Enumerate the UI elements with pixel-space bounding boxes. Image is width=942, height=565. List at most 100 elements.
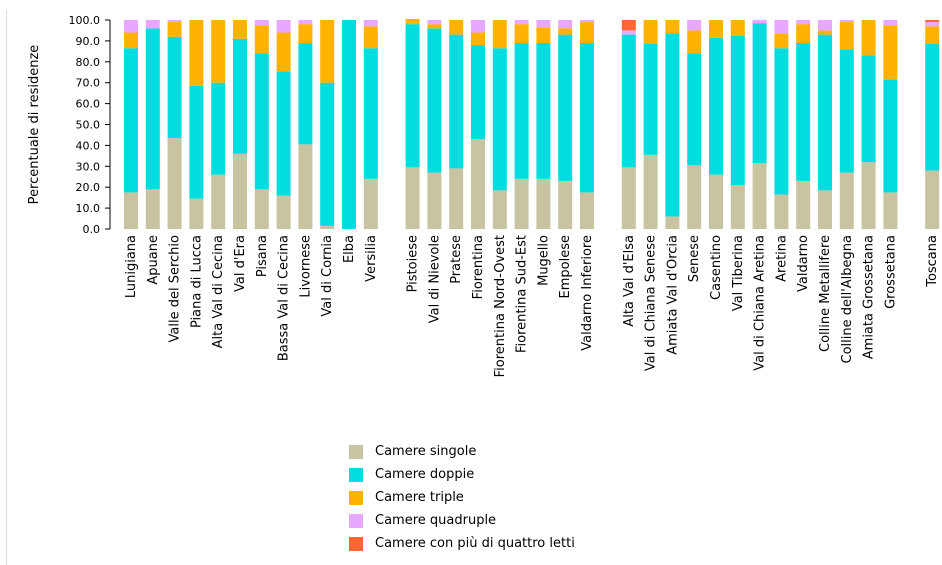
y-tick-labels: 0.0 10.0 20.0 30.0 40.0 50.0 60.0 70.0 80.0 90.0 1… [69, 14, 110, 236]
bar-segment [621, 167, 636, 229]
bar-stack [665, 20, 680, 229]
bar-stack [536, 20, 551, 229]
bar-segment [839, 22, 854, 50]
bar-segment [839, 49, 854, 173]
bar-stack [449, 20, 464, 229]
bar-segment [621, 30, 636, 35]
bar-segment [709, 174, 723, 229]
legend-item: Camere triple [349, 486, 603, 509]
bar-segment [298, 144, 313, 229]
bar-stack [752, 20, 767, 229]
bar-segment [643, 20, 658, 45]
bar-segment [124, 48, 138, 193]
bar-segment [427, 172, 442, 229]
bar-segment [145, 28, 160, 190]
x-tick-label: Apuane [146, 235, 161, 285]
bar-stack [124, 20, 138, 229]
bar-segment [580, 192, 594, 229]
bar-stack [861, 20, 876, 229]
bar-segment [298, 42, 313, 145]
bar-stack [211, 20, 226, 229]
bar-segment [514, 178, 529, 229]
bar-segment [298, 24, 313, 43]
frame-left [6, 10, 7, 565]
x-tick-label: Alta Val d'Elsa [622, 235, 637, 327]
bar-segment [145, 20, 160, 29]
legend-item: Camere quadruple [349, 509, 603, 532]
bar-segment [558, 34, 573, 181]
bar-segment [320, 225, 335, 229]
y-tick-label: 50.0 [76, 119, 101, 132]
bar-stack [643, 20, 658, 229]
bar-segment [796, 24, 811, 43]
bar-segment [276, 195, 291, 229]
x-tick-label: Valdarno Inferiore [580, 235, 595, 351]
bar-segment [276, 71, 291, 196]
bar-segment [774, 20, 789, 34]
bar-segment [883, 192, 898, 229]
bar-segment [709, 20, 723, 38]
bar-segment [427, 20, 442, 25]
bar-segment [363, 20, 378, 27]
bar-segment [687, 20, 702, 31]
bar-segment [536, 178, 551, 229]
bar-segment [536, 20, 551, 28]
bar-segment [363, 26, 378, 49]
bar-segment [536, 42, 551, 179]
y-tick-label: 40.0 [76, 139, 101, 152]
bar-stack [320, 20, 335, 229]
bar-segment [580, 22, 594, 43]
bar-segment [492, 190, 507, 229]
x-tick-label: Mugello [536, 235, 551, 286]
bar-stack [276, 20, 291, 229]
bar-segment [774, 33, 789, 49]
bar-segment [818, 190, 832, 229]
x-tick-label: Alta Val di Cecina [211, 235, 226, 348]
x-tick-label: Val d'Era [233, 235, 248, 292]
bar-segment [189, 85, 204, 199]
y-axis-label: Percentuale di residenze [27, 45, 42, 205]
x-tick-label: Val di Cornia [320, 235, 335, 317]
bar-segment [254, 25, 269, 54]
x-tick-label: Colline Metallifere [818, 235, 833, 352]
bar-segment [514, 24, 529, 43]
y-tick-label: 70.0 [76, 77, 101, 90]
legend-swatch [349, 536, 363, 551]
x-tick-label: Val di Chiana Senese [644, 235, 659, 371]
bar-segment [621, 20, 636, 31]
y-tick-label: 30.0 [76, 160, 101, 173]
bar-segment [752, 20, 767, 24]
bar-segment [211, 82, 226, 175]
bar-segment [449, 20, 464, 35]
bar-segment [665, 216, 680, 229]
bar-segment [363, 178, 378, 229]
bar-stack [233, 20, 247, 229]
x-tick-label: Aretina [774, 235, 789, 282]
bar-segment [492, 48, 507, 191]
bar-segment [925, 22, 940, 27]
bar-stack [687, 20, 702, 229]
bar-segment [276, 20, 291, 33]
bar-stack [839, 20, 854, 229]
bar-stack [298, 20, 313, 229]
x-tick-label: Pratese [449, 235, 464, 284]
bar-segment [558, 28, 573, 35]
bar-segment [687, 165, 702, 229]
x-tick-label: Toscana [925, 235, 940, 288]
bar-segment [471, 32, 485, 46]
bar-stack [558, 20, 573, 229]
bar-segment [427, 28, 442, 173]
x-tick-label: Val Tiberina [731, 235, 746, 311]
legend-swatch [349, 467, 363, 482]
x-tick-label: Valle del Serchio [168, 235, 183, 343]
bar-segment [124, 192, 138, 229]
bar-segment [752, 163, 767, 229]
bar-segment [405, 24, 420, 168]
bar-segment [774, 194, 789, 229]
bar-segment [621, 34, 636, 168]
x-tick-label: Val di Nievole [427, 235, 442, 323]
bar-segment [558, 180, 573, 229]
bar-segment [167, 22, 182, 37]
bar-segment [925, 44, 940, 171]
bar-segment [730, 35, 745, 186]
